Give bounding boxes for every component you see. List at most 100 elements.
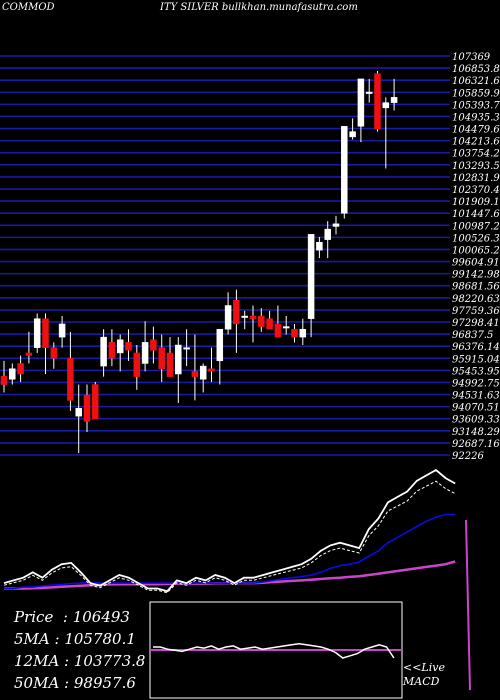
candle-body (274, 323, 282, 338)
candle-body (166, 352, 174, 377)
candle-body (183, 347, 190, 350)
candle-body (0, 375, 8, 385)
candle-body (282, 326, 290, 329)
y-tick-label: 102831.9 (452, 173, 500, 184)
y-tick-label: 106853.8 (452, 64, 500, 75)
y-tick-label: 101909.1 (452, 197, 500, 208)
candle-body (116, 339, 124, 354)
price-axis-labels: 107369106853.8106321.6105859.9105393.710… (452, 52, 500, 462)
y-tick-label: 102370.4 (452, 185, 500, 196)
macd-label-macd: MACD (403, 675, 440, 688)
ma-drop-line (465, 519, 471, 691)
y-tick-label: 101447.6 (452, 209, 500, 220)
candle-body (33, 318, 41, 348)
candle-body (365, 91, 373, 94)
candle-body (332, 223, 340, 227)
candle-body (249, 315, 257, 319)
ma-mid-line (4, 513, 456, 590)
y-tick-label: 98681.56 (452, 282, 500, 293)
candle-body (42, 318, 49, 348)
y-tick-label: 92226 (452, 451, 484, 462)
y-tick-label: 103754.2 (452, 149, 500, 160)
candle-body (133, 352, 141, 377)
y-tick-label: 98220.63 (452, 294, 500, 305)
y-tick-label: 100987.2 (452, 221, 500, 232)
stat-50ma: 50MA : 98957.6 (14, 674, 136, 692)
candle-body (50, 347, 58, 359)
y-tick-label: 96837.5 (452, 330, 493, 341)
candle-body (216, 328, 224, 362)
ma-fast-line (3, 468, 456, 593)
price-gridlines (0, 55, 450, 456)
y-tick-label: 94070.51 (452, 403, 500, 414)
candle-body (357, 78, 365, 127)
y-tick-label: 95915.04 (452, 354, 500, 365)
macd-line (153, 642, 395, 659)
candle-body (92, 384, 99, 420)
candle-body (150, 339, 157, 351)
candle-body (390, 97, 398, 103)
candle-body (108, 342, 116, 359)
candle-body (58, 323, 66, 338)
candle-body (208, 368, 215, 372)
y-tick-label: 95453.95 (452, 366, 500, 377)
candle-body (316, 242, 323, 251)
candle-body (233, 299, 240, 325)
candle-body (324, 228, 331, 240)
y-tick-label: 94531.63 (452, 391, 500, 402)
candle-body (100, 336, 107, 367)
candle-body (299, 328, 307, 338)
candle-body (9, 368, 16, 380)
candle-body (258, 315, 265, 327)
y-tick-label: 100065.2 (452, 245, 500, 256)
candle-body (341, 126, 348, 214)
candle-body (67, 357, 74, 401)
ma-slow-line (4, 560, 456, 590)
y-tick-label: 106321.6 (452, 76, 500, 87)
candle-body (158, 347, 165, 369)
y-tick-label: 103293.5 (452, 161, 500, 172)
candle-body (25, 352, 33, 356)
candle-body (199, 365, 207, 380)
y-tick-label: 96376.14 (452, 342, 500, 353)
candle-body (224, 305, 232, 330)
candle-body (175, 344, 182, 375)
ma-fast-dashed-line (3, 480, 456, 594)
y-tick-label: 92687.16 (452, 439, 500, 450)
candle-body (191, 371, 199, 377)
y-tick-label: 107369 (452, 52, 491, 63)
y-tick-label: 100526.3 (452, 233, 500, 244)
candle-body (349, 131, 356, 138)
stat-5ma: 5MA : 105780.1 (14, 630, 136, 648)
y-tick-label: 104213.6 (452, 137, 500, 148)
header-title-right: ITY SILVER bullkhan.munafasutra.com (160, 2, 358, 13)
header-title-left: COMMOD (2, 2, 55, 13)
y-tick-label: 97759.36 (452, 306, 500, 317)
candle-body (141, 342, 149, 364)
candle-body (83, 394, 91, 422)
y-tick-label: 99142.98 (452, 270, 500, 281)
stat-12ma: 12MA : 103773.8 (14, 652, 146, 670)
y-tick-label: 94992.75 (452, 378, 500, 389)
candle-body (382, 102, 390, 109)
candle-body (125, 342, 132, 351)
candle-body (291, 328, 298, 338)
macd-panel (149, 601, 403, 699)
candle-body (266, 318, 273, 330)
y-tick-label: 93609.33 (452, 415, 500, 426)
y-tick-label: 99604.91 (452, 258, 500, 269)
moving-average-panel (3, 468, 471, 691)
y-tick-label: 105393.7 (452, 100, 500, 111)
y-tick-label: 105859.9 (452, 88, 500, 99)
macd-label-live: <<Live (403, 661, 445, 674)
candle-body (17, 363, 24, 375)
candle-body (374, 73, 381, 130)
y-tick-label: 104479.6 (452, 125, 500, 136)
candle-body (241, 315, 248, 318)
candle-body (307, 234, 315, 319)
candles (0, 70, 398, 454)
y-tick-label: 104935.3 (452, 112, 500, 123)
stat-price: Price : 106493 (14, 608, 130, 626)
y-tick-label: 97298.41 (452, 318, 500, 329)
